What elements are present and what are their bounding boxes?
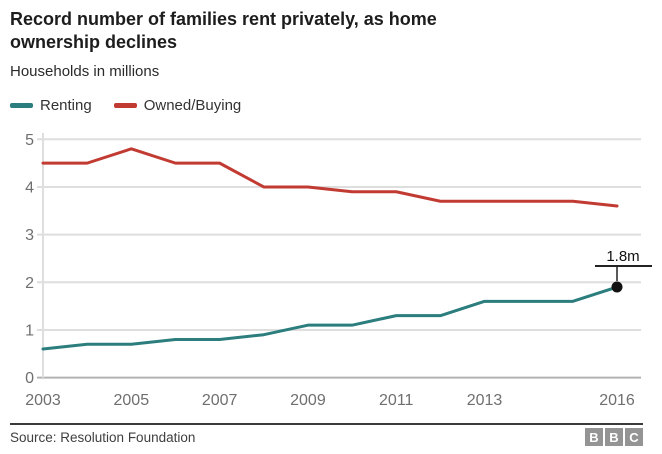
x-axis-label-2007: 2007 [202, 392, 238, 409]
x-axis-label-2016: 2016 [599, 392, 635, 409]
legend-label-owned: Owned/Buying [143, 96, 242, 114]
legend: Renting Owned/Buying [10, 96, 263, 114]
renting-line [41, 285, 619, 351]
chart-title: Record number of families rent privately… [10, 8, 630, 54]
owned-buying-line [41, 147, 619, 208]
y-axis-label-3: 3 [25, 227, 34, 244]
x-axis-label-2013: 2013 [467, 392, 503, 409]
footer-divider [10, 423, 643, 425]
bbc-logo-letter: C [625, 428, 643, 446]
x-axis-label-2011: 2011 [379, 392, 414, 409]
chart-title-line1: Record number of families rent privately… [10, 9, 437, 29]
y-axis-label-4: 4 [25, 179, 34, 196]
source-text: Source: Resolution Foundation [10, 430, 196, 445]
line-chart: 0 1 2 3 4 5 2003 2005 2007 2009 2011 2013 2016 1.8m [25, 132, 652, 409]
legend-item-owned: Owned/Buying [113, 96, 242, 114]
y-axis-label-0: 0 [25, 370, 34, 387]
chart-subtitle: Households in millions [10, 63, 160, 80]
endpoint-dot [611, 281, 623, 293]
annotation-label: 1.8m [606, 248, 639, 265]
y-axis-label-1: 1 [25, 322, 34, 339]
x-axis-label-2009: 2009 [290, 392, 326, 409]
y-axis-label-2: 2 [25, 275, 34, 292]
bbc-logo-letter: B [605, 428, 623, 446]
x-axis-label-2005: 2005 [114, 392, 150, 409]
x-axis-label-2003: 2003 [25, 392, 61, 409]
legend-item-renting: Renting [10, 97, 92, 114]
bbc-logo-letter: B [585, 428, 603, 446]
bbc-logo: B B C [585, 428, 645, 446]
legend-label-renting: Renting [40, 96, 92, 114]
owned-swatch-icon [113, 102, 137, 108]
y-axis-label-5: 5 [25, 132, 34, 149]
renting-swatch-icon [10, 102, 33, 108]
chart-title-line2: ownership declines [10, 32, 178, 52]
